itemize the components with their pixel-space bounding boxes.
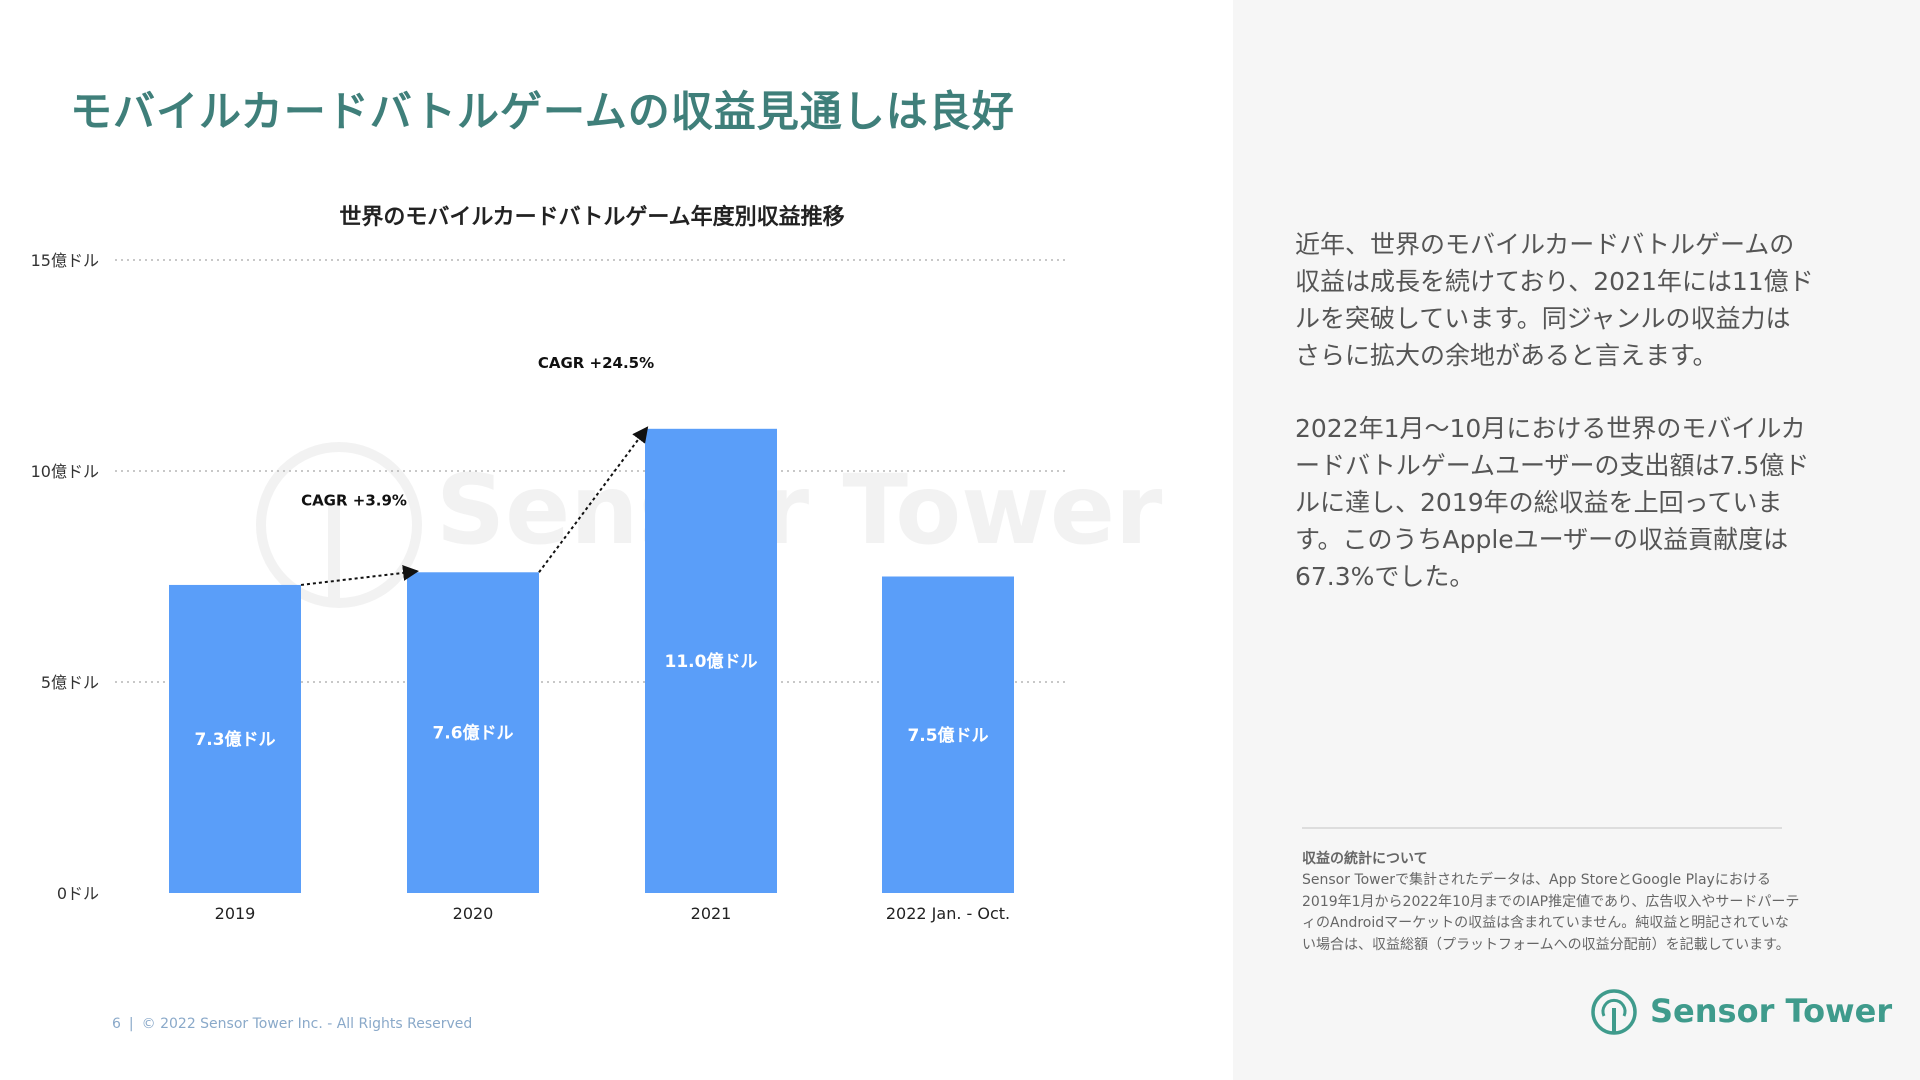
x-tick-label: 2022 Jan. - Oct.: [886, 904, 1010, 923]
x-tick-label: 2019: [215, 904, 256, 923]
bars: 7.3億ドル 7.6億ドル 11.0億ドル 7.5億ドル: [169, 428, 1014, 893]
page-number: 6: [112, 1016, 121, 1032]
x-tick-label: 2020: [453, 904, 494, 923]
footer: 6 | © 2022 Sensor Tower Inc. - All Rights …: [112, 1016, 472, 1032]
revenue-bar-chart: 世界のモバイルカードバトルゲーム年度別収益推移 15億ドル 10億ドル 5億ドル 0ド…: [31, 204, 1065, 923]
x-tick-label: 2021: [691, 904, 732, 923]
copyright-text: © 2022 Sensor Tower Inc. - All Rights Re…: [141, 1016, 473, 1032]
y-axis-ticks: 15億ドル 10億ドル 5億ドル 0ドル: [31, 251, 99, 903]
summary-paragraph-2: 2022年1月〜10月における世界のモバイルカードバトルゲームユーザーの支出額は…: [1295, 414, 1810, 591]
bar-value-label: 7.3億ドル: [194, 729, 275, 750]
bar-value-label: 7.5億ドル: [907, 725, 988, 746]
bar-2019: [169, 584, 301, 893]
bar-value-label: 7.6億ドル: [432, 723, 513, 744]
bar-value-label: 11.0億ドル: [665, 651, 758, 672]
summary-paragraph-1: 近年、世界のモバイルカードバトルゲームの収益は成長を続けており、2021年には1…: [1295, 230, 1814, 370]
y-tick-label: 10億ドル: [31, 462, 99, 481]
notes-title: 収益の統計について: [1302, 851, 1428, 867]
gridlines: [115, 259, 1065, 683]
footer-separator: |: [128, 1016, 134, 1032]
annotations: CAGR +3.9% CAGR +24.5%: [300, 354, 654, 586]
side-panel: [1233, 0, 1920, 1080]
sensor-tower-logo: Sensor Tower: [1590, 986, 1892, 1042]
bar-2022 Jan. - Oct.: [882, 576, 1014, 893]
cagr-arrow-1: [538, 426, 649, 573]
bar-2021: [645, 428, 777, 893]
sensor-tower-logo-icon: [1591, 989, 1637, 1035]
chart-title: 世界のモバイルカードバトルゲーム年度別収益推移: [339, 204, 844, 230]
bar-2020: [407, 572, 539, 893]
sensor-tower-logo-text: Sensor Tower: [1650, 992, 1893, 1030]
x-axis-ticks: 2019 2020 2021 2022 Jan. - Oct.: [215, 904, 1010, 923]
y-tick-label: 15億ドル: [31, 251, 99, 270]
main-panel: [0, 0, 1233, 1080]
y-tick-label: 5億ドル: [41, 673, 99, 692]
cagr-label: CAGR +3.9%: [301, 491, 407, 509]
page-title: モバイルカードバトルゲームの収益見通しは良好: [70, 87, 1015, 136]
notes-body: Sensor Towerで集計されたデータは、App StoreとGoogle …: [1302, 872, 1800, 953]
notes-divider: [1302, 827, 1782, 829]
y-tick-label: 0ドル: [57, 884, 99, 903]
cagr-arrow-0: [300, 564, 419, 586]
cagr-label: CAGR +24.5%: [538, 354, 654, 372]
